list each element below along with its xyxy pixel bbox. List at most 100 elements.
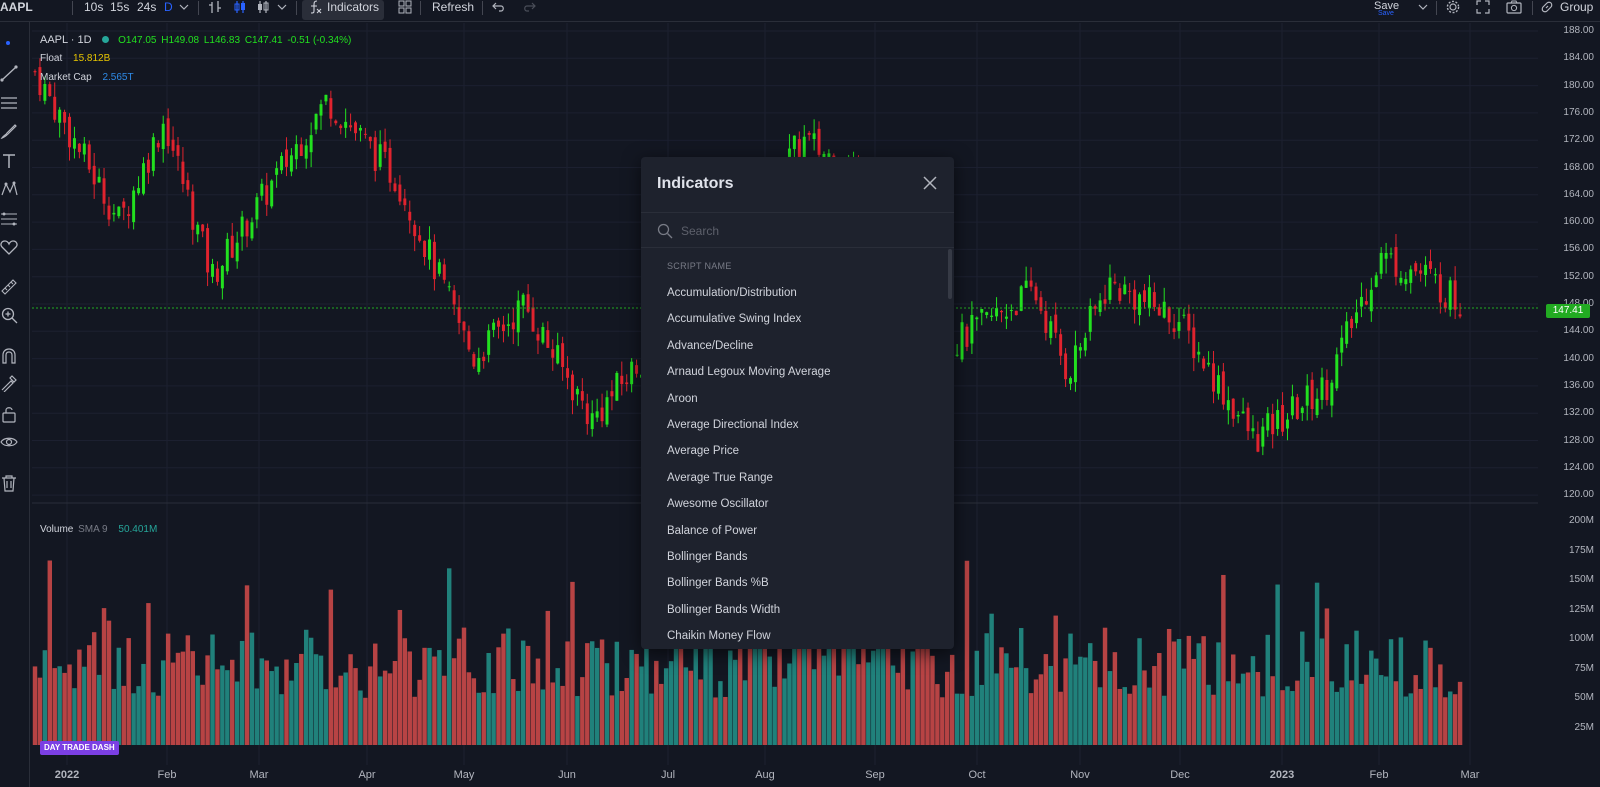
chevron-down-icon[interactable] bbox=[277, 3, 287, 17]
indicators-button[interactable] bbox=[302, 0, 384, 20]
price-tick-label: 172.00 bbox=[1563, 134, 1594, 146]
volume-bar bbox=[767, 656, 772, 745]
brush-icon[interactable] bbox=[0, 122, 18, 140]
volume-bar bbox=[624, 678, 629, 745]
volume-bar bbox=[284, 659, 289, 745]
lock-draw-icon[interactable] bbox=[0, 374, 18, 392]
symbol-label[interactable]: AAPL bbox=[0, 0, 33, 14]
link-icon[interactable] bbox=[1540, 0, 1554, 14]
refresh-button[interactable]: Refresh bbox=[432, 0, 475, 14]
candle-body bbox=[1419, 270, 1423, 274]
hollow-candles-icon[interactable] bbox=[256, 0, 270, 14]
close-icon[interactable] bbox=[922, 175, 938, 191]
indicator-search-input[interactable] bbox=[681, 221, 931, 241]
zoom-icon[interactable] bbox=[0, 306, 18, 324]
horizontal-lines-icon[interactable] bbox=[0, 94, 18, 112]
volume-bar bbox=[728, 650, 733, 745]
candle-body bbox=[516, 300, 520, 333]
redo-icon[interactable] bbox=[522, 1, 536, 15]
indicator-item[interactable]: Awesome Oscillator bbox=[667, 498, 769, 511]
dialog-scrollbar[interactable] bbox=[948, 249, 952, 299]
symbol-title[interactable]: AAPL · 1D bbox=[40, 34, 92, 46]
heart-icon[interactable] bbox=[0, 238, 18, 256]
time-axis[interactable]: 2022 Feb Mar Apr May Jun Jul Aug Sep Oct Nov Dec 202… bbox=[32, 765, 1538, 787]
indicator-item[interactable]: Bollinger Bands bbox=[667, 550, 748, 563]
ohlc-low: L146.83 bbox=[203, 35, 241, 46]
indicator-item[interactable]: Bollinger Bands Width bbox=[667, 603, 781, 616]
volume-bar bbox=[1028, 693, 1034, 745]
candle-body bbox=[181, 161, 185, 184]
indicator-item[interactable]: Arnaud Legoux Moving Average bbox=[667, 366, 831, 379]
candle-body bbox=[975, 317, 979, 320]
volume-bar bbox=[1112, 652, 1118, 745]
magnet-icon[interactable] bbox=[0, 347, 18, 365]
volume-bar bbox=[126, 638, 131, 745]
candle-body bbox=[585, 403, 589, 425]
candle-body bbox=[1286, 419, 1289, 429]
price-tick-label: 140.00 bbox=[1563, 352, 1594, 364]
indicator-item[interactable]: Average Directional Index bbox=[667, 418, 799, 431]
layout-grid-icon[interactable] bbox=[398, 0, 412, 14]
candle-body bbox=[1384, 252, 1388, 259]
chevron-down-icon[interactable] bbox=[179, 3, 189, 17]
text-icon[interactable] bbox=[0, 152, 18, 170]
volume-bar bbox=[1014, 667, 1019, 745]
volume-bar bbox=[481, 692, 486, 745]
volume-bar bbox=[1023, 668, 1029, 745]
volume-bar bbox=[511, 679, 516, 745]
volume-bar bbox=[693, 635, 698, 745]
eye-icon[interactable] bbox=[0, 433, 18, 451]
price-tick-label: 120.00 bbox=[1563, 489, 1594, 501]
candle-body bbox=[807, 132, 811, 135]
indicator-item[interactable]: Advance/Decline bbox=[667, 339, 754, 352]
dot-icon[interactable] bbox=[2, 37, 20, 55]
volume-bar bbox=[1147, 687, 1152, 745]
ruler-icon[interactable] bbox=[0, 278, 18, 296]
volume-bar bbox=[37, 677, 43, 745]
fullscreen-icon[interactable] bbox=[1476, 0, 1490, 14]
candle-body bbox=[1202, 358, 1206, 369]
volume-bar bbox=[456, 638, 462, 745]
trendline-icon[interactable] bbox=[0, 64, 18, 82]
indicator-item[interactable]: Chaikin Money Flow bbox=[667, 630, 771, 643]
trash-icon[interactable] bbox=[0, 474, 18, 492]
group-button[interactable]: Group bbox=[1560, 0, 1594, 14]
indicator-item[interactable]: Average Price bbox=[667, 445, 740, 458]
volume-axis[interactable]: 200M 175M 150M 125M 100M 75M 50M 25M bbox=[1538, 515, 1600, 765]
interval-day-button[interactable]: D bbox=[164, 0, 173, 14]
volume-bar bbox=[673, 638, 679, 745]
volume-bar bbox=[565, 641, 570, 745]
gear-icon[interactable] bbox=[1446, 0, 1460, 14]
volume-bar bbox=[1221, 574, 1226, 745]
volume-bar bbox=[432, 656, 437, 745]
volume-bar bbox=[1142, 670, 1147, 745]
indicator-item[interactable]: Balance of Power bbox=[667, 524, 758, 537]
volume-bar bbox=[846, 629, 851, 745]
volume-bar bbox=[165, 633, 171, 745]
interval-24s-button[interactable]: 24s bbox=[137, 0, 157, 14]
lock-icon[interactable] bbox=[0, 405, 18, 423]
candle-body bbox=[1014, 310, 1018, 316]
indicator-item[interactable]: Bollinger Bands %B bbox=[667, 577, 769, 590]
candle-body bbox=[1147, 287, 1151, 309]
price-axis[interactable]: 188.00 184.00 180.00 176.00 172.00 168.00 164.… bbox=[1538, 23, 1600, 523]
indicator-item[interactable]: Aroon bbox=[667, 392, 698, 405]
undo-icon[interactable] bbox=[492, 1, 506, 15]
indicator-item[interactable]: Accumulative Swing Index bbox=[667, 313, 802, 326]
indicators-dialog: Indicators SCRIPT NAME Accumulation/Dist… bbox=[641, 157, 954, 649]
indicators-label[interactable]: Indicators bbox=[327, 0, 380, 14]
volume-bar bbox=[940, 697, 945, 745]
save-button[interactable]: Save bbox=[1374, 0, 1400, 12]
indicator-item[interactable]: Accumulation/Distribution bbox=[667, 287, 797, 299]
volume-bar bbox=[1186, 635, 1192, 745]
bar-chart-type-icon[interactable] bbox=[208, 0, 222, 14]
indicator-item[interactable]: Average True Range bbox=[667, 471, 773, 484]
interval-15s-button[interactable]: 15s bbox=[110, 0, 130, 14]
candles-chart-type-icon[interactable] bbox=[233, 0, 247, 14]
camera-icon[interactable] bbox=[1506, 0, 1522, 14]
chevron-down-icon[interactable] bbox=[1418, 3, 1428, 17]
pattern-icon[interactable] bbox=[0, 180, 18, 198]
fib-icon[interactable] bbox=[0, 210, 18, 228]
volume-bar bbox=[920, 648, 925, 745]
interval-10s-button[interactable]: 10s bbox=[84, 0, 104, 14]
